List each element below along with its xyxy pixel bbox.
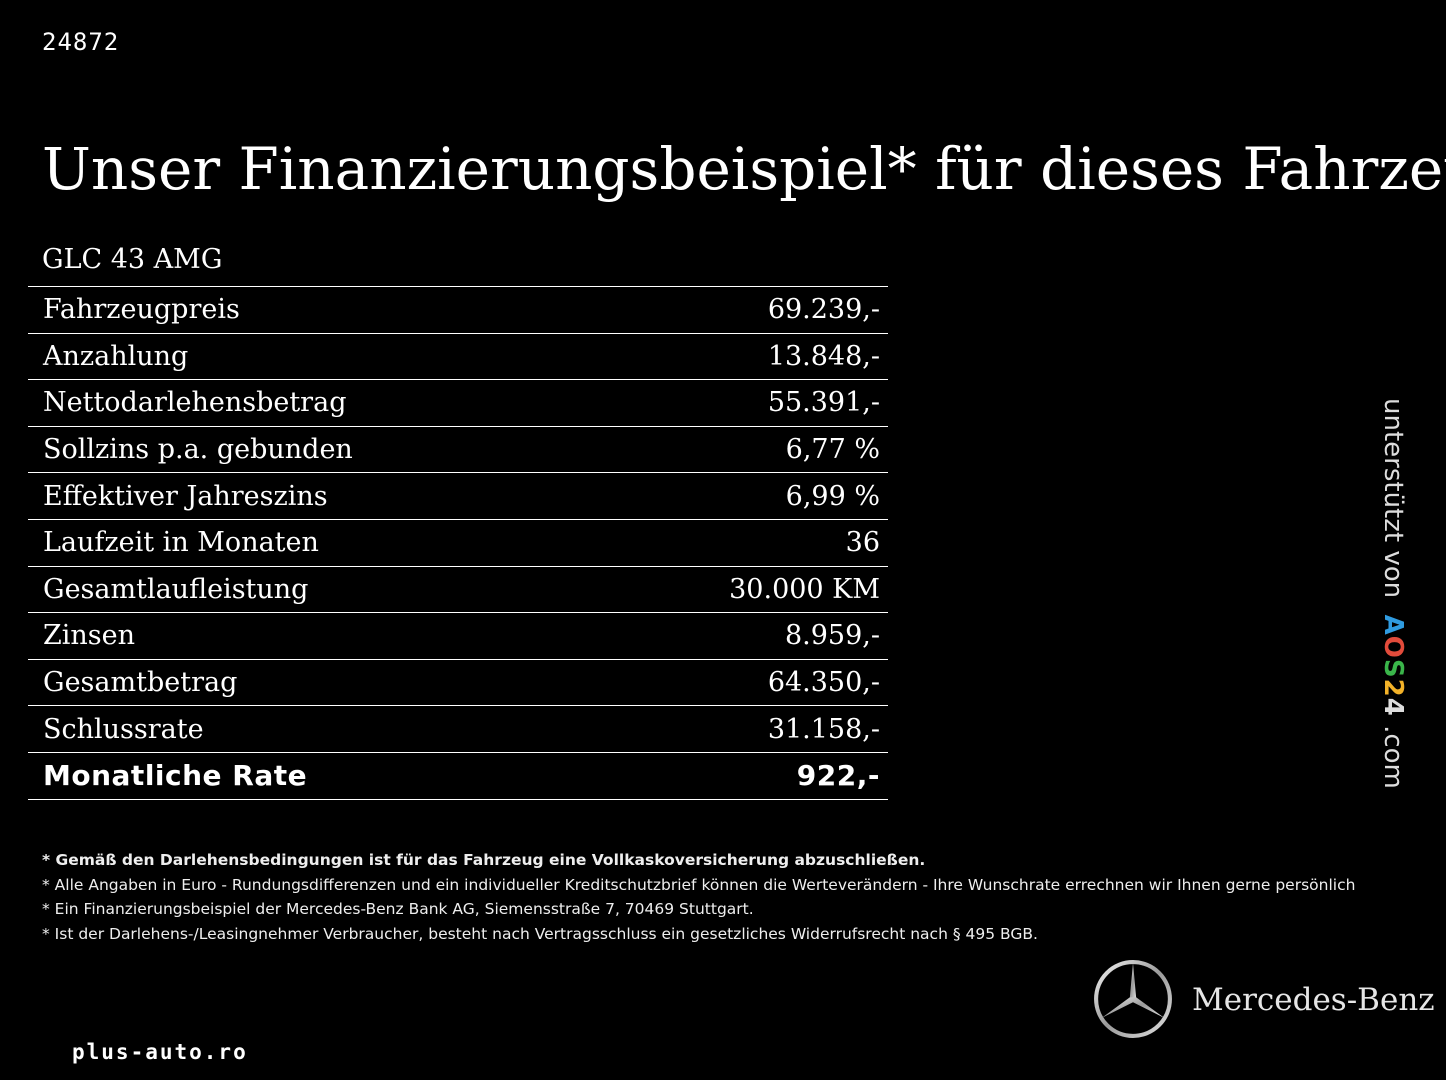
row-label: Nettodarlehensbetrag — [28, 379, 593, 427]
finance-table: Fahrzeugpreis 69.239,- Anzahlung 13.848,- … — [28, 286, 888, 800]
mercedes-star-icon — [1094, 960, 1172, 1038]
total-label: Monatliche Rate — [28, 752, 593, 800]
row-label: Effektiver Jahreszins — [28, 472, 593, 520]
footnote: * Gemäß den Darlehensbedingungen ist für… — [42, 851, 926, 869]
table-row: Anzahlung 13.848,- — [28, 333, 888, 381]
badge-suffix: .com — [1378, 725, 1408, 789]
row-label: Zinsen — [28, 612, 593, 660]
ad-id: 24872 — [42, 28, 120, 56]
table-row: Effektiver Jahreszins 6,99 % — [28, 472, 888, 520]
row-label: Sollzins p.a. gebunden — [28, 426, 593, 474]
row-value: 6,99 % — [592, 472, 888, 520]
footnote: * Ist der Darlehens-/Leasingnehmer Verbr… — [42, 924, 1038, 943]
site-watermark: plus-auto.ro — [72, 1040, 248, 1064]
row-value: 13.848,- — [592, 333, 888, 381]
row-value: 31.158,- — [592, 705, 888, 753]
total-value: 922,- — [592, 752, 888, 800]
aos24-badge: unterstützt von AOS24 .com — [1372, 398, 1412, 789]
model-name: GLC 43 AMG — [42, 244, 223, 275]
row-value: 36 — [592, 519, 888, 567]
total-row: Monatliche Rate 922,- — [28, 752, 888, 800]
footnote: * Alle Angaben in Euro - Rundungsdiffere… — [42, 875, 1356, 894]
row-label: Gesamtlaufleistung — [28, 566, 593, 614]
brand-name: Mercedes-Benz — [1192, 982, 1435, 1018]
row-value: 55.391,- — [592, 379, 888, 427]
table-row: Laufzeit in Monaten 36 — [28, 519, 888, 567]
page-title: Unser Finanzierungsbeispiel* für dieses … — [42, 134, 1446, 203]
table-row: Nettodarlehensbetrag 55.391,- — [28, 379, 888, 427]
footnotes: * Gemäß den Darlehensbedingungen ist für… — [42, 848, 1355, 946]
row-value: 6,77 % — [592, 426, 888, 474]
row-value: 8.959,- — [592, 612, 888, 660]
table-row: Zinsen 8.959,- — [28, 612, 888, 660]
row-label: Gesamtbetrag — [28, 659, 593, 707]
row-value: 30.000 KM — [592, 566, 888, 614]
aos24-logo: AOS24 — [1378, 614, 1408, 717]
table-row: Fahrzeugpreis 69.239,- — [28, 286, 888, 334]
row-label: Fahrzeugpreis — [28, 286, 593, 334]
footnote: * Ein Finanzierungsbeispiel der Mercedes… — [42, 900, 754, 918]
row-label: Anzahlung — [28, 333, 593, 381]
row-value: 69.239,- — [592, 286, 888, 334]
row-label: Laufzeit in Monaten — [28, 519, 593, 567]
badge-prefix: unterstützt von — [1378, 398, 1408, 599]
row-label: Schlussrate — [28, 705, 593, 753]
table-row: Sollzins p.a. gebunden 6,77 % — [28, 426, 888, 474]
table-row: Schlussrate 31.158,- — [28, 705, 888, 753]
row-value: 64.350,- — [592, 659, 888, 707]
table-row: Gesamtbetrag 64.350,- — [28, 659, 888, 707]
table-row: Gesamtlaufleistung 30.000 KM — [28, 566, 888, 614]
